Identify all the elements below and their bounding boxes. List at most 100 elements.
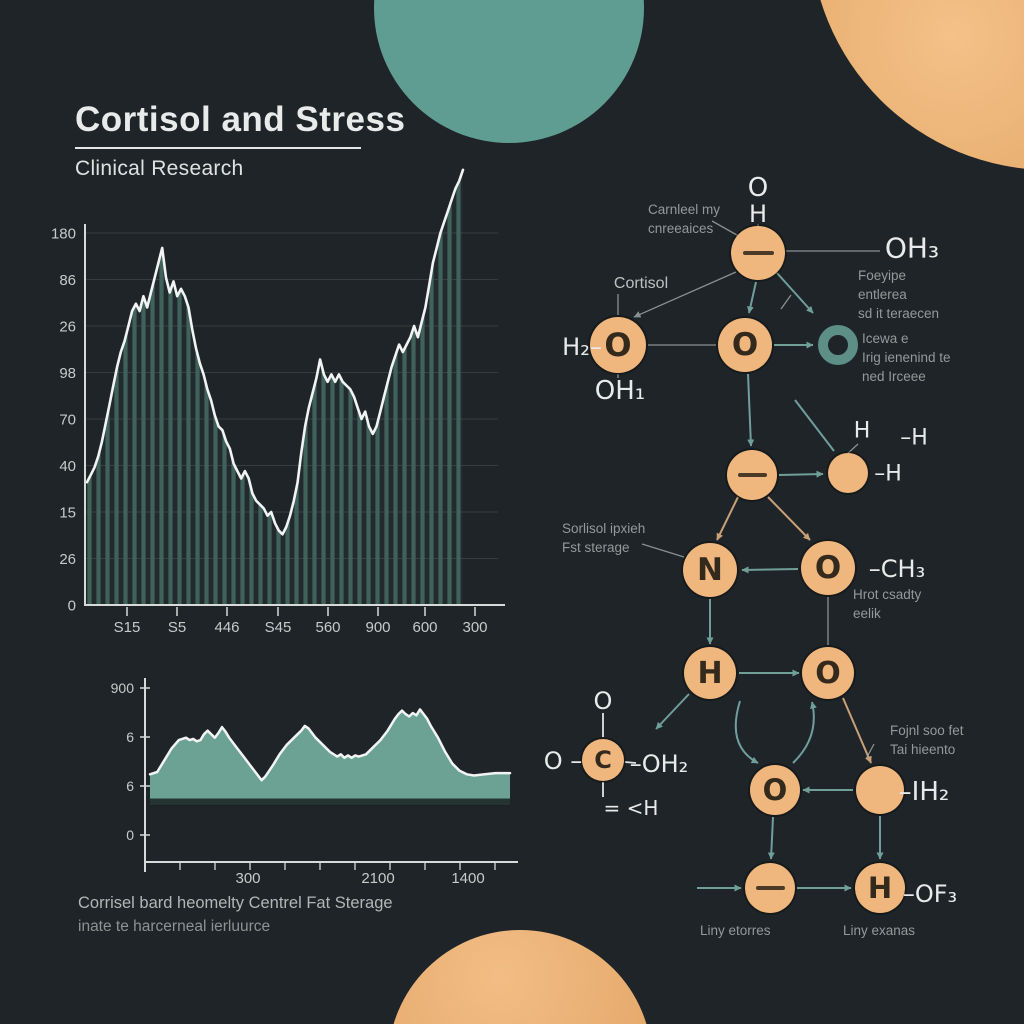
formula-h-small-right: –H — [900, 425, 928, 451]
node-mid-dash — [727, 450, 777, 500]
connector-teal-arrow — [734, 700, 759, 764]
label-donut: Icewa e Irig ienenind te ned Irceee — [862, 329, 951, 386]
decor-circle-teal — [374, 0, 644, 143]
connector-sand-arrow — [716, 496, 739, 541]
formula-h-top: H — [748, 200, 768, 228]
title-underline — [75, 147, 361, 149]
connector-gray-line — [641, 543, 685, 558]
label-oh3-sub-line: sd it teraecen — [858, 306, 940, 322]
cortisol-striped-mountain-chart: 180 86 26 98 70 40 15 26 0 S15 S5 446 S45 560 900 600 30… — [51, 168, 505, 636]
main-chart-outline — [85, 168, 465, 536]
decor-circle-copper-top-right — [810, 0, 1024, 170]
label-heat-line: Hrot csadty — [853, 587, 922, 602]
label-top-left-line: Carnleel my — [648, 202, 721, 217]
formula-ch3: –CH₃ — [868, 555, 926, 583]
connector-sand-arrow — [767, 496, 811, 541]
connector-teal-arrow — [655, 693, 690, 730]
connector-teal-arrow — [747, 373, 755, 447]
label-liny-1: Liny etorres — [700, 921, 771, 940]
node-letter: O — [814, 550, 842, 586]
connector-teal-arrow — [776, 272, 814, 314]
connector-teal-arrow — [792, 701, 817, 764]
label-liny-2-line: Liny exanas — [843, 923, 916, 938]
node-cortisol-o: O — [590, 317, 646, 373]
label-liny-1-line: Liny etorres — [700, 923, 771, 938]
main-chart-y-label: 40 — [59, 458, 76, 475]
connector-teal-arrow — [778, 470, 824, 478]
decor-circle-copper-bottom — [388, 930, 652, 1024]
formula-c-oh2: –OH₂ — [629, 750, 689, 778]
page-subtitle: Clinical Research — [75, 157, 244, 180]
formula-c-o-top: O — [593, 687, 613, 715]
main-chart-x-label: 900 — [365, 619, 390, 636]
main-chart-y-label: 26 — [59, 318, 76, 335]
formula-h2: H₂– — [562, 333, 602, 361]
main-chart-y-label: 98 — [59, 365, 76, 382]
label-top-left-line: cnreeaices — [648, 221, 714, 237]
main-chart-y-label: 15 — [59, 504, 76, 521]
node-letter: C — [594, 746, 612, 774]
label-oh3-sub-line: entlerea — [858, 287, 907, 303]
label-donut-line: Icewa e — [862, 331, 909, 346]
connector-teal-arrow — [767, 816, 775, 860]
area-chart-y-label: 6 — [126, 778, 134, 794]
node-n-node: N — [683, 543, 737, 597]
area-chart-y-label: 6 — [126, 729, 134, 745]
node-o-ch3: O — [801, 541, 855, 595]
area-chart-fill — [150, 709, 510, 805]
node-letter: O — [815, 655, 841, 691]
connector-teal-line — [794, 399, 835, 452]
node-c-node: C — [582, 739, 624, 781]
area-chart-x-label: 2100 — [361, 870, 394, 887]
formula-h-small-top: H — [853, 418, 871, 444]
label-donut-line: ned Irceee — [862, 369, 926, 385]
formula-oh3: OH₃ — [884, 231, 940, 265]
label-fat-storage-line: Sorlisol ipxieh — [562, 521, 646, 536]
node-letter: O — [731, 327, 759, 363]
label-fat-right: Fojnl soo fet Tai hieento — [890, 721, 964, 759]
area-chart-x-label: 300 — [235, 870, 260, 887]
label-oh3-sub: Foeyipe entlerea sd it teraecen — [858, 266, 939, 323]
label-fat-storage-line: Fst sterage — [562, 540, 630, 556]
node-small-h — [828, 453, 868, 493]
connector-teal-arrow — [747, 281, 757, 314]
formula-o-top: O — [747, 173, 769, 203]
main-chart-x-label: 560 — [315, 619, 340, 636]
main-chart-y-label: 26 — [59, 551, 76, 568]
label-heat-line: eelik — [853, 606, 881, 622]
formula-ih2: –IH₂ — [898, 777, 950, 807]
formula-c-h: = <H — [603, 796, 659, 820]
area-chart-y-label: 0 — [126, 827, 134, 843]
main-chart-x-label: S5 — [168, 619, 186, 636]
node-dash — [755, 886, 785, 890]
node-mid-o: O — [718, 318, 772, 372]
main-chart-y-label: 180 — [51, 225, 76, 242]
node-letter: H — [697, 655, 723, 691]
label-donut-line: Irig ienenind te — [862, 350, 951, 366]
main-chart-x-label: 600 — [412, 619, 437, 636]
node-dash — [742, 251, 774, 255]
connector-teal-arrow — [741, 566, 799, 574]
node-h-node: H — [684, 647, 736, 699]
node-bottom-h: H — [855, 863, 905, 913]
node-plain-ih2 — [856, 766, 904, 814]
formula-h-right: –H — [874, 461, 902, 487]
main-chart-y-label: 0 — [68, 597, 76, 614]
area-chart-x-label: 1400 — [451, 870, 484, 887]
label-oh3-sub-line: Foeyipe — [858, 268, 907, 283]
node-donut — [818, 325, 858, 365]
main-chart-area — [87, 169, 463, 606]
node-o-right: O — [802, 647, 854, 699]
area-chart-outline — [148, 708, 512, 782]
label-fat-storage: Sorlisol ipxieh Fst sterage — [562, 519, 645, 557]
formula-oh1: OH₁ — [594, 376, 646, 406]
connector-gray-line — [865, 743, 875, 760]
label-cortisol: Cortisol — [613, 275, 669, 292]
formula-of3: –OF₃ — [902, 880, 958, 908]
chart-caption: Corrisel bard heomelty Centrel Fat Stera… — [78, 892, 393, 938]
node-dash — [737, 473, 767, 477]
label-top-left: Carnleel my cnreeaices — [648, 200, 720, 238]
node-o-lower: O — [750, 765, 800, 815]
label-fat-right-line: Tai hieento — [890, 742, 956, 758]
